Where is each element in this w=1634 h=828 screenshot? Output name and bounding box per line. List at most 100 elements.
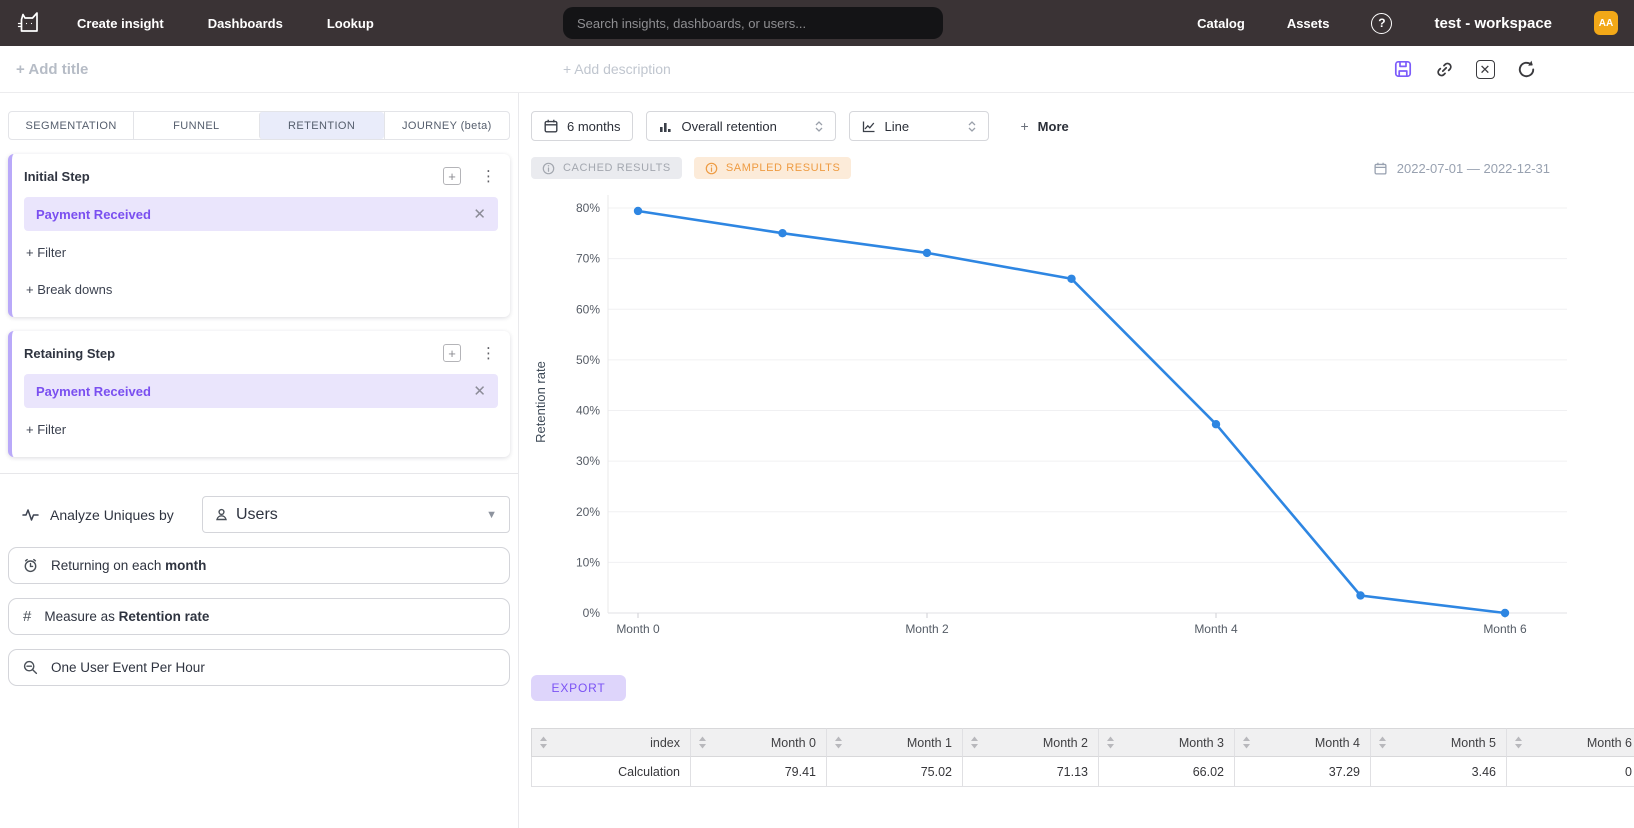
x-tick-label: Month 6 [1483, 622, 1527, 636]
table-cell: 71.13 [963, 757, 1099, 787]
add-filter-button[interactable]: + Filter [26, 245, 67, 260]
sort-icon [1107, 736, 1114, 749]
metric-select[interactable]: Overall retention [646, 111, 837, 141]
search-input[interactable] [563, 7, 943, 39]
remove-event-icon[interactable]: ✕ [473, 206, 486, 223]
column-header[interactable]: Month 4 [1235, 728, 1371, 757]
add-filter-button[interactable]: + Filter [26, 422, 67, 437]
analyze-uniques-label: Analyze Uniques by [22, 507, 174, 523]
chevron-down-icon: ▼ [486, 508, 497, 521]
refresh-icon[interactable] [1514, 57, 1538, 81]
y-axis-title: Retention rate [533, 361, 548, 443]
remove-event-icon[interactable]: ✕ [473, 383, 486, 400]
sidebar-divider [0, 473, 518, 474]
sort-icon [971, 736, 978, 749]
info-icon [705, 162, 718, 174]
line-chart-icon [863, 121, 875, 132]
bar-chart-icon [660, 122, 672, 132]
waveform-icon [22, 508, 39, 521]
more-button[interactable]: + More [1020, 118, 1069, 134]
add-title-button[interactable]: + Add title [16, 60, 89, 78]
tab-journey[interactable]: JOURNEY (beta) [383, 112, 509, 139]
save-icon[interactable] [1391, 57, 1415, 81]
results-panel: 6 months Overall retention [519, 93, 1634, 828]
date-range-label: 2022-07-01 — 2022-12-31 [1374, 161, 1550, 176]
table-cell: 75.02 [827, 757, 963, 787]
retention-chart[interactable]: 0% 10% 20% 30% 40% 50% 60% 70% 80% Month 0 Month 2… [531, 187, 1571, 645]
returning-interval-label: Returning on each month [51, 558, 207, 573]
nav-catalog[interactable]: Catalog [1197, 15, 1245, 31]
nav-lookup[interactable]: Lookup [326, 15, 374, 31]
calendar-icon [1374, 162, 1387, 175]
add-breakdown-button[interactable]: + Break downs [26, 282, 113, 297]
nav-create-insight[interactable]: Create insight [77, 15, 164, 31]
table-cell: 66.02 [1099, 757, 1235, 787]
y-tick-label: 20% [576, 505, 600, 519]
measure-as-label: Measure as Retention rate [44, 609, 210, 624]
data-point [1356, 591, 1365, 600]
x-tick-label: Month 2 [905, 622, 949, 636]
calendar-icon [544, 119, 558, 133]
measure-as-button[interactable]: # Measure as Retention rate [8, 598, 510, 635]
column-header[interactable]: Month 5 [1371, 728, 1507, 757]
column-header[interactable]: Month 2 [963, 728, 1099, 757]
column-header[interactable]: index [531, 728, 691, 757]
column-header[interactable]: Month 3 [1099, 728, 1235, 757]
data-point [778, 229, 787, 238]
cat-logo-icon[interactable] [16, 10, 43, 37]
y-tick-label: 10% [576, 555, 600, 569]
sort-icon [835, 736, 842, 749]
retaining-step-title: Retaining Step [24, 345, 116, 361]
kebab-menu-icon[interactable]: ⋮ [481, 167, 496, 185]
help-icon[interactable]: ? [1371, 12, 1393, 34]
column-header[interactable]: Month 6 [1507, 728, 1634, 757]
cached-results-badge[interactable]: CACHED RESULTS [531, 157, 682, 179]
column-header-label: Month 6 [1586, 735, 1632, 750]
tab-segmentation[interactable]: SEGMENTATION [25, 119, 117, 132]
plus-icon: + [1020, 118, 1029, 134]
workspace-name[interactable]: test - workspace [1434, 14, 1552, 32]
column-header[interactable]: Month 1 [827, 728, 963, 757]
close-square-icon[interactable]: ✕ [1473, 57, 1497, 81]
table-cell: 79.41 [691, 757, 827, 787]
sort-icon [1379, 736, 1386, 749]
column-header-label: Month 5 [1450, 735, 1496, 750]
table-row: Calculation 79.41 75.02 71.13 66.02 37.29 3.46… [531, 757, 1634, 787]
sort-icon [1515, 736, 1522, 749]
user-avatar[interactable]: AA [1594, 11, 1618, 35]
returning-interval-button[interactable]: Returning on each month [8, 547, 510, 584]
export-button[interactable]: EXPORT [531, 675, 626, 701]
add-event-icon[interactable]: + [443, 167, 461, 185]
y-tick-label: 30% [576, 454, 600, 468]
sort-icon [699, 736, 706, 749]
date-window-button[interactable]: 6 months [531, 111, 634, 141]
person-icon [216, 508, 227, 521]
link-icon[interactable] [1432, 57, 1456, 81]
data-point [1500, 608, 1510, 618]
x-tick-label: Month 4 [1194, 622, 1238, 636]
data-point [922, 248, 932, 258]
add-event-icon[interactable]: + [443, 344, 461, 362]
kebab-menu-icon[interactable]: ⋮ [481, 344, 496, 362]
analysis-tabs: SEGMENTATION FUNNEL RETENTION JOURNEY (b… [8, 111, 510, 140]
column-header-label: Month 4 [1314, 735, 1360, 750]
tab-retention[interactable]: RETENTION [258, 112, 384, 139]
sampled-results-badge[interactable]: SAMPLED RESULTS [693, 157, 852, 179]
tab-funnel[interactable]: FUNNEL [133, 112, 258, 139]
event-name: Payment Received [36, 206, 151, 222]
column-header-label: Month 3 [1178, 735, 1224, 750]
nav-dashboards[interactable]: Dashboards [207, 15, 283, 31]
chart-type-select[interactable]: Line [849, 111, 990, 141]
initial-step-event[interactable]: Payment Received ✕ [24, 197, 498, 231]
column-header[interactable]: Month 0 [691, 728, 827, 757]
event-name: Payment Received [36, 383, 151, 399]
add-description-button[interactable]: + Add description [563, 61, 671, 77]
data-point [633, 206, 643, 216]
nav-assets[interactable]: Assets [1286, 15, 1330, 31]
analyze-by-select[interactable]: Users ▼ [202, 496, 510, 533]
table-cell: 3.46 [1371, 757, 1507, 787]
dedupe-button[interactable]: One User Event Per Hour [8, 649, 510, 686]
table-cell: 0 [1507, 757, 1634, 787]
retaining-step-event[interactable]: Payment Received ✕ [24, 374, 498, 408]
